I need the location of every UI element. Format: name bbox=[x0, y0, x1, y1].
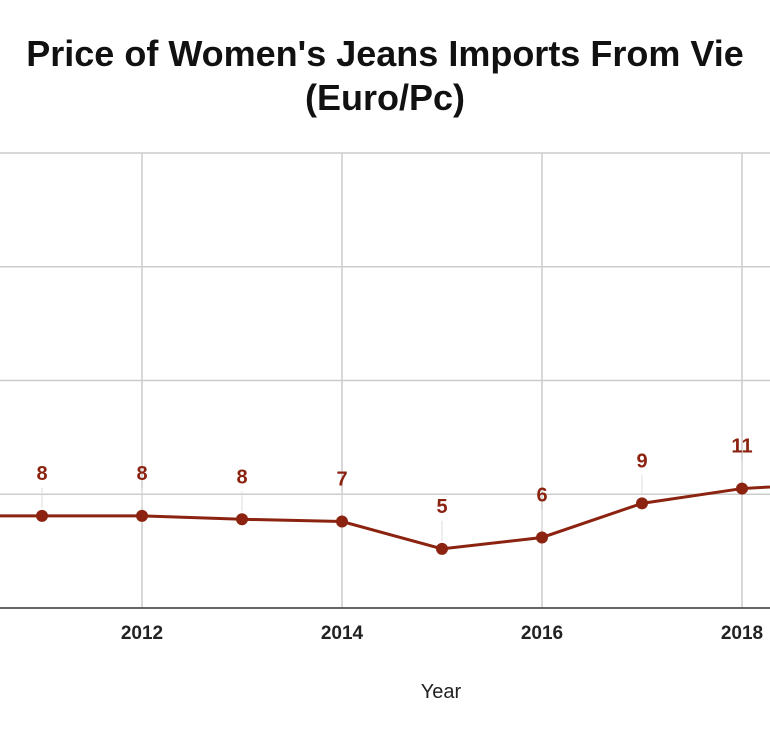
data-label: 8 bbox=[136, 463, 147, 485]
data-point bbox=[336, 515, 348, 528]
x-tick-label: 2018 bbox=[721, 623, 763, 644]
data-point bbox=[36, 509, 48, 522]
data-label: 8 bbox=[36, 463, 47, 485]
data-point bbox=[236, 513, 248, 526]
x-axis-label: Year bbox=[421, 681, 462, 703]
data-points bbox=[36, 482, 748, 555]
data-label: 11 bbox=[731, 436, 752, 458]
x-axis-ticks: 2012 2014 2016 2018 bbox=[121, 623, 763, 644]
grid-lines bbox=[0, 152, 770, 608]
x-tick-label: 2016 bbox=[521, 623, 563, 644]
data-point bbox=[636, 497, 648, 510]
x-tick-label: 2014 bbox=[321, 623, 364, 644]
data-point bbox=[436, 542, 448, 555]
series-line bbox=[0, 485, 770, 551]
data-point bbox=[536, 531, 548, 544]
chart-title-line-2: (Euro/Pc) bbox=[304, 77, 465, 118]
data-point bbox=[136, 509, 148, 522]
data-point bbox=[736, 482, 748, 495]
data-label: 6 bbox=[536, 484, 547, 506]
data-label: 8 bbox=[236, 466, 247, 488]
data-labels: 8 8 8 7 5 6 9 11 bbox=[36, 436, 753, 541]
data-label: 5 bbox=[436, 496, 447, 518]
chart-title: Price of Women's Jeans Imports From Vie … bbox=[0, 32, 770, 120]
chart-title-line-1: Price of Women's Jeans Imports From Vie bbox=[26, 33, 744, 74]
x-tick-label: 2012 bbox=[121, 623, 163, 644]
data-label: 7 bbox=[336, 469, 347, 491]
data-label: 9 bbox=[636, 450, 647, 472]
